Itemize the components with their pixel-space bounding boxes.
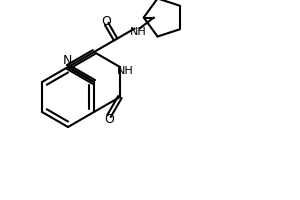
Text: O: O: [104, 113, 114, 126]
Text: N: N: [62, 54, 72, 67]
Text: NH: NH: [130, 27, 147, 37]
Text: NH: NH: [117, 66, 133, 76]
Text: O: O: [102, 15, 112, 28]
